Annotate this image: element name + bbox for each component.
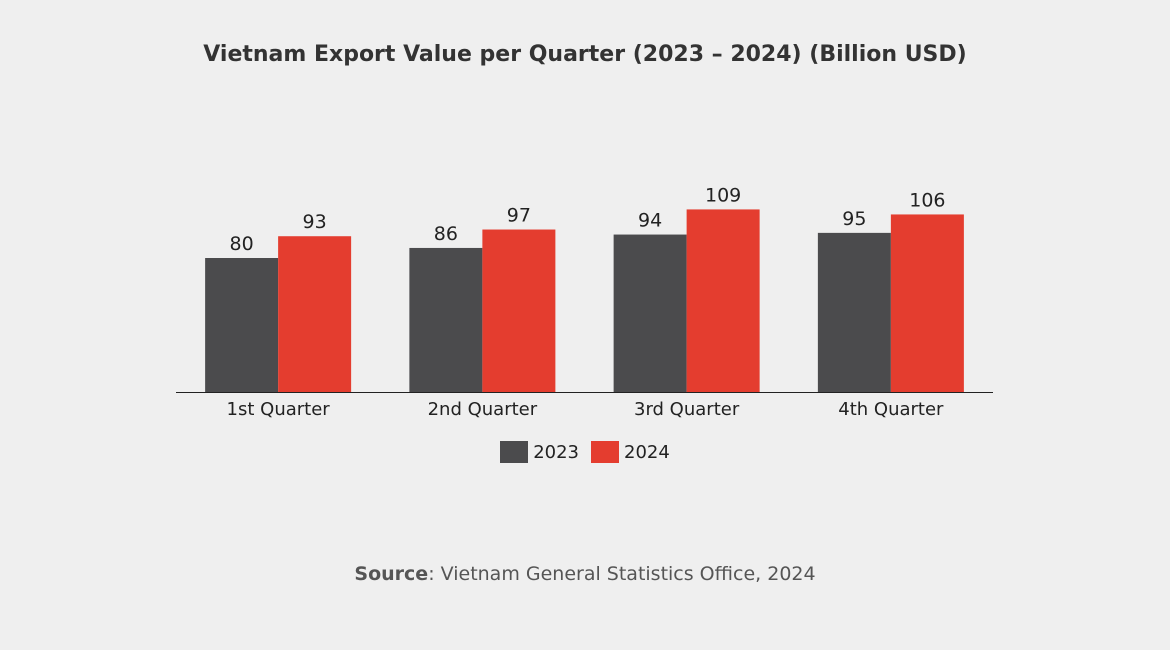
bar-2024-4 (890, 214, 964, 392)
legend-swatch-2024 (591, 441, 619, 463)
source-note: Source: Vietnam General Statistics Offic… (0, 563, 1170, 585)
data-label: 95 (842, 208, 866, 230)
legend-label-2023: 2023 (533, 441, 579, 463)
data-label: 93 (303, 211, 327, 233)
bar-2023-2 (409, 247, 483, 392)
bar-2023-3 (613, 234, 687, 392)
legend-swatch-2023 (500, 441, 529, 463)
legend: 2023 2024 (0, 441, 1170, 463)
data-label: 86 (434, 223, 458, 245)
data-label: 97 (507, 205, 531, 227)
legend-item-2024: 2024 (591, 441, 670, 463)
legend-label-2024: 2024 (624, 441, 670, 463)
data-label: 106 (909, 189, 945, 211)
bar-2023-1 (205, 258, 279, 392)
legend-item-2023: 2023 (500, 441, 579, 463)
x-tick-label: 4th Quarter (838, 399, 944, 420)
data-label: 80 (230, 233, 254, 255)
data-label: 109 (705, 184, 741, 206)
source-text: : Vietnam General Statistics Office, 202… (428, 563, 816, 585)
source-label: Source (354, 563, 429, 585)
bar-2024-2 (482, 229, 556, 392)
x-tick-label: 2nd Quarter (428, 399, 538, 420)
bar-2024-1 (278, 236, 352, 392)
chart-title: Vietnam Export Value per Quarter (2023 –… (203, 42, 967, 67)
x-tick-label: 3rd Quarter (634, 399, 740, 420)
data-label: 94 (638, 210, 662, 232)
bar-2023-4 (817, 232, 891, 392)
x-tick-label: 1st Quarter (227, 399, 331, 420)
bar-2024-3 (686, 209, 760, 392)
